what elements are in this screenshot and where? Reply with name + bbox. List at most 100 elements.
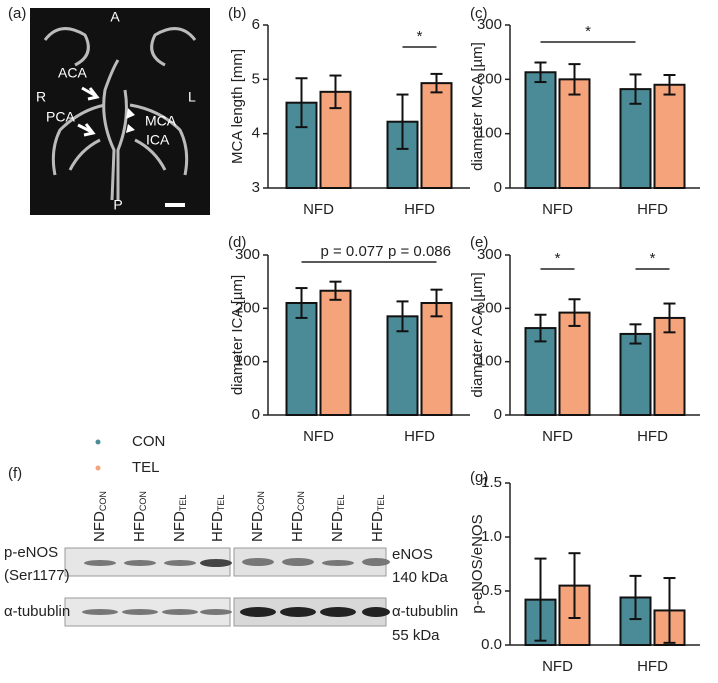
lane-label: HFDCON: [289, 491, 306, 542]
error-bar: [534, 557, 547, 642]
blot-label: α-tubublin: [392, 603, 458, 620]
error-bar: [430, 72, 443, 94]
error-bar: [329, 74, 342, 110]
error-bar: [629, 323, 642, 345]
significance-label: p = 0.086: [388, 243, 451, 260]
lane-base: HFD: [131, 511, 148, 542]
error-bar: [568, 552, 581, 619]
error-bar: [329, 280, 342, 301]
x-tick-label: NFD: [303, 428, 334, 445]
bar: [619, 332, 652, 416]
error-bar: [534, 61, 547, 84]
y-axis-label: diameter MCA [µm]: [469, 42, 486, 171]
x-tick-label: NFD: [303, 201, 334, 218]
lane-label: HFDTEL: [209, 495, 226, 542]
orientation-label: R: [36, 89, 46, 105]
y-tick-label: 300: [477, 246, 502, 263]
lane-base: HFD: [209, 511, 226, 542]
blot-label: p-eNOS: [4, 544, 58, 561]
y-tick-label: 1.5: [481, 474, 502, 491]
x-tick-label: HFD: [404, 201, 435, 218]
vessel-label: PCA: [46, 109, 75, 125]
y-tick-label: 6: [252, 16, 260, 33]
error-bar: [629, 574, 642, 621]
angiogram-labels: A P R L ACA PCA MCA ICA: [36, 9, 196, 213]
panel-label: (f): [8, 465, 22, 482]
legend-label: CON: [132, 433, 165, 450]
lane-sub: CON: [138, 491, 148, 511]
legend-label: TEL: [132, 459, 160, 476]
error-bar: [663, 73, 676, 96]
orientation-label: P: [113, 197, 122, 213]
bar: [558, 311, 591, 417]
blot-label: (Ser1177): [4, 567, 70, 584]
lane-labels: NFDCONHFDCONNFDTELHFDTELNFDCONHFDCONNFDT…: [91, 491, 386, 542]
y-tick-label: 5: [252, 70, 260, 87]
error-bar: [396, 93, 409, 150]
vessels: [43, 27, 197, 201]
y-tick-label: 4: [252, 125, 260, 142]
bar: [619, 88, 652, 189]
panel-label: (d): [228, 234, 246, 251]
x-tick-label: HFD: [637, 201, 668, 218]
legend-marker: [95, 439, 101, 445]
bar: [319, 289, 352, 417]
orientation-label: A: [110, 9, 120, 25]
lane-base: HFD: [289, 511, 306, 542]
x-tick-label: HFD: [637, 428, 668, 445]
x-tick-label: NFD: [542, 658, 573, 675]
lane-sub: TEL: [376, 495, 386, 512]
significance-label: *: [417, 28, 423, 45]
lane-sub: CON: [98, 491, 108, 511]
panel-label: (b): [228, 5, 246, 22]
panel-label: (a): [8, 5, 26, 22]
lane-label: HFDCON: [131, 491, 148, 542]
y-axis-label: MCA length [mm]: [229, 49, 246, 164]
bands: [82, 558, 390, 617]
bar: [420, 302, 453, 416]
bar: [285, 302, 318, 416]
error-bar: [295, 287, 308, 319]
y-tick-label: 300: [477, 16, 502, 33]
y-tick-label: 0: [494, 179, 502, 196]
x-tick-label: NFD: [542, 428, 573, 445]
lane-base: NFD: [171, 511, 188, 542]
y-tick-label: 200: [235, 299, 260, 316]
lane-sub: CON: [256, 491, 266, 511]
panel-label: (e): [470, 234, 488, 251]
error-bar: [568, 63, 581, 96]
lane-label: NFDCON: [91, 491, 108, 542]
panel-label: (c): [470, 5, 488, 22]
error-bar: [295, 77, 308, 129]
lane-sub: TEL: [178, 495, 188, 512]
lane-label: HFDTEL: [369, 495, 386, 542]
bar: [653, 83, 686, 189]
y-tick-label: 100: [235, 353, 260, 370]
y-axis-label: diameter ACA [µm]: [469, 272, 486, 397]
vessel-label: MCA: [145, 113, 177, 129]
error-bar: [663, 302, 676, 334]
y-axis-label: p-eNOS/eNOS: [469, 514, 486, 613]
error-bar: [396, 300, 409, 333]
lane-base: NFD: [91, 511, 108, 542]
lane-sub: CON: [296, 491, 306, 511]
error-bar: [629, 73, 642, 105]
error-bar: [568, 298, 581, 327]
lane-label: NFDCON: [249, 491, 266, 542]
blot-label: 55 kDa: [392, 627, 440, 644]
y-tick-label: 0.5: [481, 582, 502, 599]
bar: [524, 71, 557, 189]
x-tick-label: HFD: [404, 428, 435, 445]
lane-base: NFD: [329, 511, 346, 542]
blot-label: α-tubublin: [4, 603, 70, 620]
y-tick-label: 200: [477, 299, 502, 316]
vessel-label: ACA: [58, 65, 87, 81]
orientation-label: L: [188, 89, 196, 105]
y-tick-label: 300: [235, 246, 260, 263]
lane-base: HFD: [369, 511, 386, 542]
y-tick-label: 1.0: [481, 528, 502, 545]
scale-bar: [165, 203, 185, 207]
lane-base: NFD: [249, 511, 266, 542]
angiogram: [30, 8, 210, 215]
